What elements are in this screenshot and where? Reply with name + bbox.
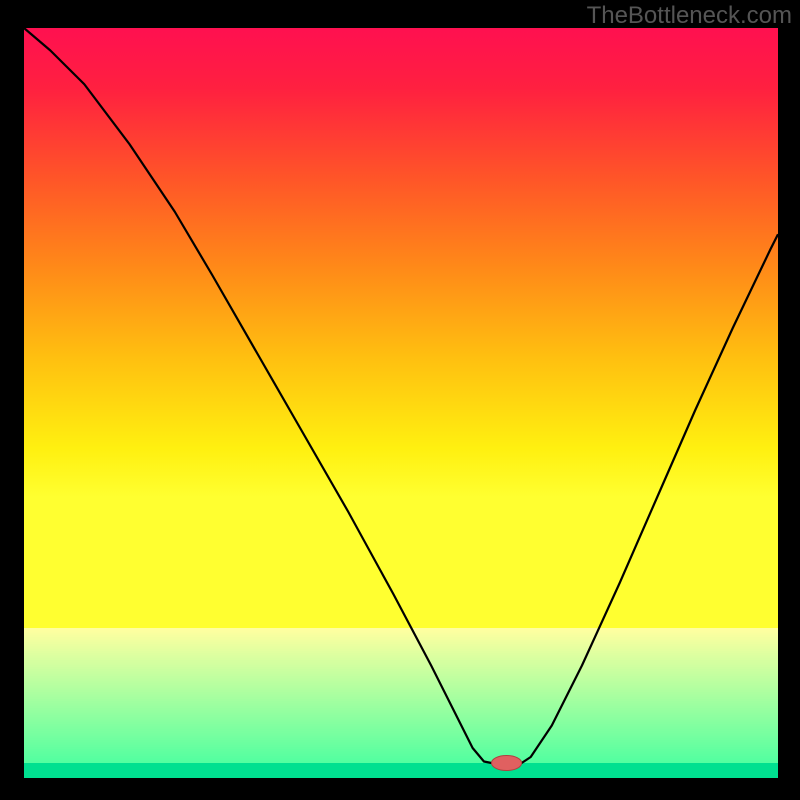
gradient-bands [24, 628, 778, 766]
watermark-text: TheBottleneck.com [587, 2, 792, 30]
chart-container: TheBottleneck.com [0, 0, 800, 800]
valley-marker [491, 756, 521, 771]
plot-area [24, 28, 778, 778]
chart-svg [24, 28, 778, 778]
